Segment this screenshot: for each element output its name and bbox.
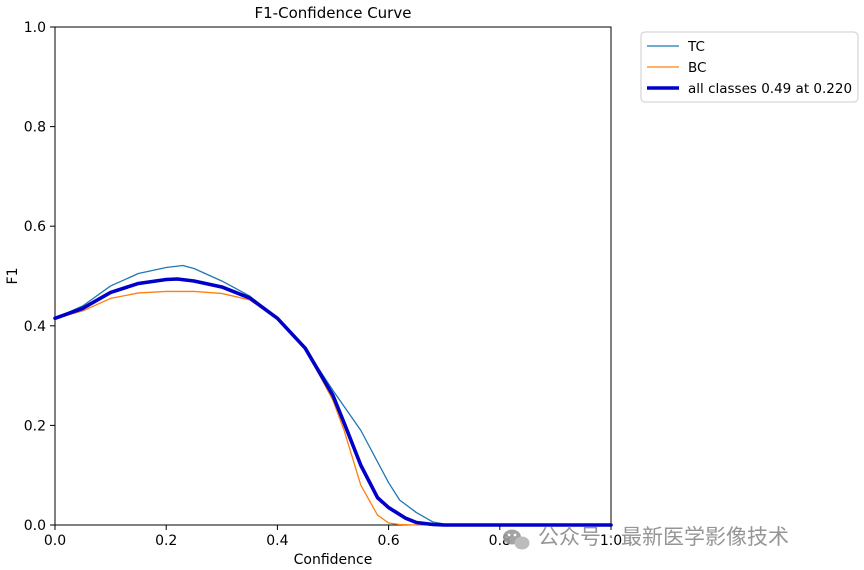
watermark: 公众号 · 最新医学影像技术 [503,525,789,550]
x-tick-label: 0.6 [377,533,399,549]
y-tick-label: 0.0 [24,518,46,534]
x-tick-label: 0.0 [44,533,66,549]
lines-layer [53,264,613,527]
series-line-all [53,277,613,527]
plot-area [53,26,613,527]
y-tick-label: 0.2 [24,418,46,434]
ticks-layer: 0.0 0.2 0.4 0.6 0.8 1.00.00.20.40.60.81.0 [24,20,622,549]
y-tick-label: 0.6 [24,219,46,235]
x-tick-label: 0.4 [266,533,288,549]
y-axis-label: F1 [5,268,21,285]
y-tick-label: 0.8 [24,120,46,136]
y-tick-label: 1.0 [24,20,46,36]
plot-frame [54,26,612,526]
legend-label: TC [687,39,705,55]
x-tick-label: 0.2 [155,533,177,549]
chart-title: F1-Confidence Curve [255,4,412,22]
watermark-text: 公众号 · 最新医学影像技术 [538,525,789,549]
legend: TC BC all classes 0.49 at 0.220 [640,31,859,103]
x-tick-label: 1.0 [600,533,622,549]
legend-box [640,31,859,103]
legend-label: all classes 0.49 at 0.220 [688,81,852,97]
x-axis-label: Confidence [294,552,373,568]
wechat-icon [503,529,530,550]
legend-label: BC [688,60,706,76]
legend-items: TC BC all classes 0.49 at 0.220 [647,39,852,97]
y-tick-label: 0.4 [24,319,46,335]
